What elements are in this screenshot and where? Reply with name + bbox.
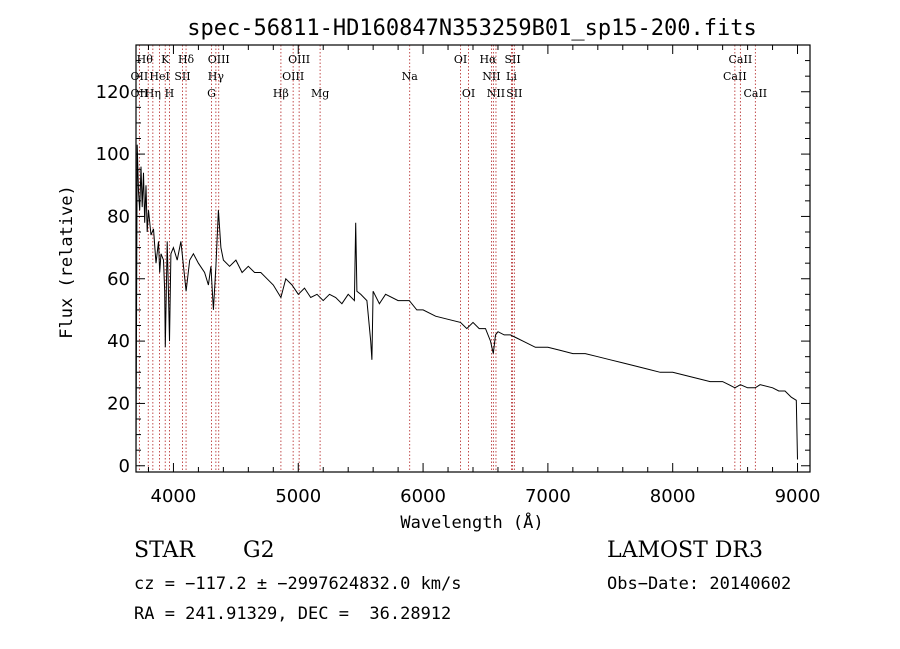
line-label: Mg: [311, 87, 329, 100]
line-label: OIII: [208, 53, 230, 66]
y-tick-label: 60: [107, 269, 130, 290]
coordinates: RA = 241.91329, DEC = 36.28912: [134, 604, 452, 624]
y-tick-label: 100: [96, 144, 130, 165]
line-label: Hδ: [178, 53, 195, 66]
line-label: OII: [131, 87, 149, 100]
line-label: Li: [506, 70, 517, 83]
chart-title: spec-56811-HD160847N353259B01_sp15-200.f…: [187, 16, 757, 41]
x-tick-label: 8000: [650, 486, 696, 507]
line-label: Hα: [479, 53, 497, 66]
line-label: SII: [174, 70, 190, 83]
line-label: CaII: [743, 87, 767, 100]
line-label: CaII: [729, 53, 753, 66]
object-subclass: G2: [243, 538, 275, 563]
line-label: OI: [462, 87, 475, 100]
x-axis: 4000 5000 6000 7000 8000 9000: [147, 45, 821, 507]
y-tick-label: 120: [96, 82, 130, 103]
y-tick-label: 80: [107, 206, 130, 227]
line-label: NII: [482, 70, 500, 83]
x-tick-label: 9000: [775, 486, 821, 507]
redshift-velocity: cz = −117.2 ± −2997624832.0 km/s: [134, 574, 462, 594]
survey-name: LAMOST DR3: [607, 538, 763, 563]
line-label: NII: [487, 87, 505, 100]
line-label: Hη: [145, 87, 161, 100]
observation-date: Obs−Date: 20140602: [607, 574, 792, 594]
plot-frame: [135, 44, 811, 473]
spectral-line-markers: [138, 45, 756, 472]
line-label: CaII: [723, 70, 747, 83]
y-axis: 0 20 40 60 80 100 120: [96, 60, 810, 477]
x-tick-label: 4000: [151, 486, 197, 507]
spectrum-line: [135, 144, 798, 460]
line-label: G: [207, 87, 216, 100]
y-tick-label: 40: [107, 331, 130, 352]
line-label: OIII: [288, 53, 310, 66]
line-label: SII: [504, 53, 520, 66]
object-class: STAR: [134, 538, 195, 563]
line-label: Hβ: [273, 87, 289, 100]
line-label: H: [165, 87, 175, 100]
line-label: Hθ: [137, 53, 154, 66]
y-tick-label: 20: [107, 393, 130, 414]
line-label: OI: [454, 53, 467, 66]
y-axis-label: Flux (relative): [57, 185, 77, 339]
line-label: K: [161, 53, 170, 66]
line-label: Na: [402, 70, 419, 83]
x-axis-label: Wavelength (Å): [400, 511, 543, 533]
x-tick-label: 5000: [275, 486, 321, 507]
spectral-line-labels: Hθ K Hδ OIII OIII OI Hα SII CaII OII HeI SII Hγ OIII N…: [131, 53, 768, 100]
x-tick-label: 6000: [400, 486, 446, 507]
line-label: HeI: [149, 70, 169, 83]
x-tick-label: 7000: [525, 486, 571, 507]
line-label: OIII: [282, 70, 304, 83]
y-tick-label: 0: [119, 456, 130, 477]
line-label: SII: [506, 87, 522, 100]
line-label: Hγ: [208, 70, 225, 83]
